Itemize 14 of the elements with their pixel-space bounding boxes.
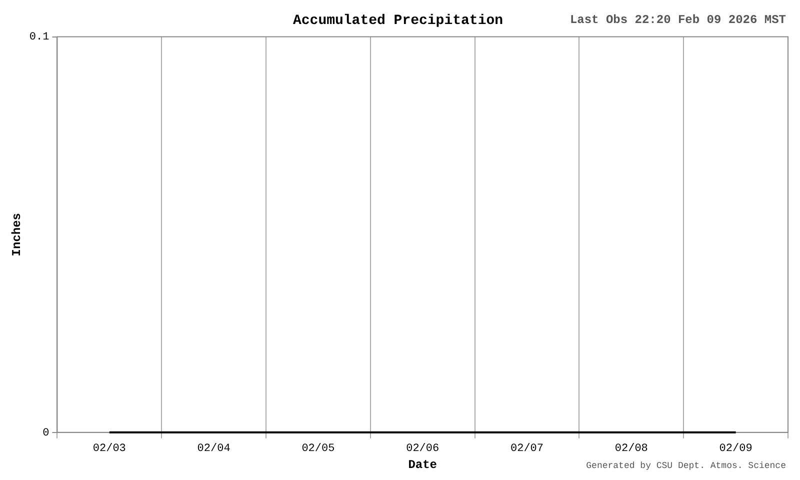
text: Last Obs 22:20 Feb 09 2026 MST bbox=[570, 13, 786, 28]
x-tick-label: 02/06 bbox=[406, 442, 440, 455]
y-axis-title: Inches bbox=[10, 212, 24, 256]
y-tick-label: 0 bbox=[42, 427, 50, 440]
chart-title: Accumulated Precipitation bbox=[292, 12, 504, 29]
x-tick-label: 02/07 bbox=[510, 442, 544, 455]
x-axis-title: Date bbox=[408, 458, 438, 472]
text: Generated by CSU Dept. Atmos. Science bbox=[586, 460, 786, 471]
x-tick-label: 02/09 bbox=[719, 442, 752, 455]
x-tick-label: 02/03 bbox=[92, 442, 126, 455]
x-tick-label: 02/05 bbox=[302, 442, 335, 455]
x-tick-label: 02/08 bbox=[614, 442, 648, 455]
y-tick-label: 0.1 bbox=[29, 32, 50, 44]
x-tick-label: 02/04 bbox=[197, 442, 231, 455]
